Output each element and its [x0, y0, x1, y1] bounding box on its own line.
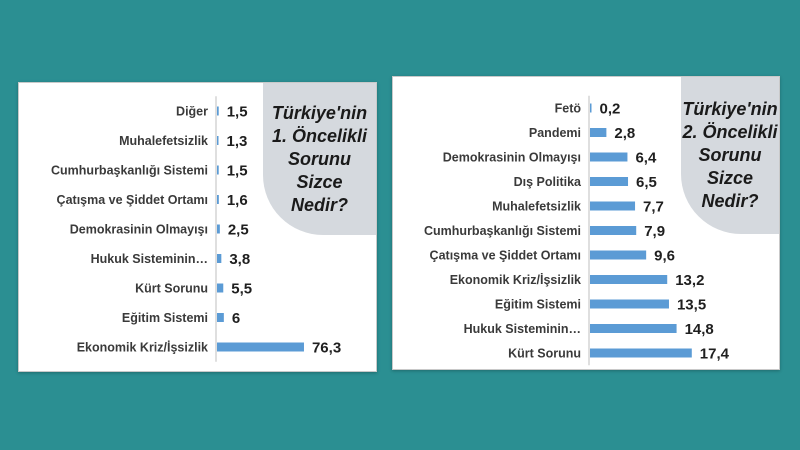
value-label: 0,2: [600, 101, 621, 118]
category-label: Diğer: [176, 105, 208, 119]
value-label: 5,5: [231, 281, 252, 298]
bar: [590, 103, 592, 113]
value-label: 14,8: [685, 321, 714, 338]
bar: [590, 201, 636, 211]
category-label: Hukuk Sisteminin…: [464, 322, 581, 336]
value-label: 76,3: [312, 340, 341, 357]
value-label: 6: [232, 310, 240, 327]
value-label: 6,4: [635, 150, 657, 167]
category-label: Kürt Sorunu: [508, 347, 581, 361]
value-label: 2,5: [228, 222, 249, 239]
category-label: Ekonomik Kriz/İşsizlik: [77, 340, 208, 355]
second-priority-bar-chart: Fetö 0,2 Pandemi 2,8 Demokrasinin Olmayışı 6,…: [424, 95, 730, 366]
bar: [590, 250, 647, 260]
bar: [590, 177, 629, 186]
value-label: 17,4: [700, 346, 730, 363]
value-label: 1,5: [227, 104, 248, 121]
first-priority-bar-chart: Diğer 1,5 Muhalefetsizlik 1,3 Cumhurbaşkanlı…: [51, 96, 341, 362]
chart-panel-first-priority: Diğer 1,5 Muhalefetsizlik 1,3 Cumhurbaşkanlı…: [18, 82, 377, 372]
bar: [217, 106, 219, 116]
value-label: 13,5: [677, 297, 706, 314]
value-label: 2,8: [614, 125, 635, 142]
category-label: Fetö: [555, 102, 582, 116]
category-label: Demokrasinin Olmayışı: [70, 223, 208, 237]
category-label: Demokrasinin Olmayışı: [443, 151, 581, 165]
bar: [217, 224, 220, 234]
category-label: Eğitim Sistemi: [122, 311, 208, 325]
bar: [590, 299, 669, 309]
bar: [590, 324, 677, 333]
chart-title-first: Türkiye'nin 1. Öncelikli Sorunu Sizce Ne…: [271, 102, 368, 215]
category-label: Dış Politika: [514, 175, 582, 189]
value-label: 1,6: [227, 192, 248, 209]
value-label: 6,5: [636, 174, 657, 191]
category-label: Cumhurbaşkanlığı Sistemi: [424, 224, 581, 238]
value-label: 1,5: [227, 163, 248, 180]
category-label: Muhalefetsizlik: [119, 134, 208, 148]
bar: [217, 195, 219, 204]
title-bubble-first: Türkiye'nin 1. Öncelikli Sorunu Sizce Ne…: [263, 83, 376, 235]
value-label: 13,2: [675, 272, 704, 289]
category-label: Hukuk Sisteminin…: [91, 252, 208, 266]
bar: [590, 275, 668, 284]
chart-panel-second-priority: Fetö 0,2 Pandemi 2,8 Demokrasinin Olmayışı 6,…: [392, 76, 780, 370]
bar: [217, 254, 222, 263]
value-label: 1,3: [227, 133, 248, 150]
bar: [590, 348, 692, 358]
bar: [217, 283, 224, 293]
value-label: 9,6: [654, 248, 675, 265]
category-label: Çatışma ve Şiddet Ortamı: [430, 249, 581, 263]
bar: [590, 226, 637, 235]
category-label: Kürt Sorunu: [135, 282, 208, 296]
category-label: Çatışma ve Şiddet Ortamı: [57, 193, 208, 207]
value-label: 3,8: [229, 251, 250, 268]
value-label: 7,9: [644, 223, 665, 240]
category-label: Muhalefetsizlik: [492, 200, 581, 214]
bar: [217, 313, 224, 322]
category-label: Pandemi: [529, 126, 581, 140]
bar: [217, 342, 304, 352]
bar: [590, 128, 607, 137]
category-label: Ekonomik Kriz/İşsizlik: [450, 272, 581, 287]
category-label: Cumhurbaşkanlığı Sistemi: [51, 164, 208, 178]
category-label: Eğitim Sistemi: [495, 298, 581, 312]
bar: [217, 165, 219, 175]
value-label: 7,7: [643, 199, 664, 216]
bar: [217, 136, 219, 145]
title-bubble-second: Türkiye'nin 2. Öncelikli Sorunu Sizce Ne…: [681, 77, 779, 234]
chart-title-second: Türkiye'nin 2. Öncelikli Sorunu Sizce Ne…: [682, 99, 778, 211]
bar: [590, 152, 628, 162]
